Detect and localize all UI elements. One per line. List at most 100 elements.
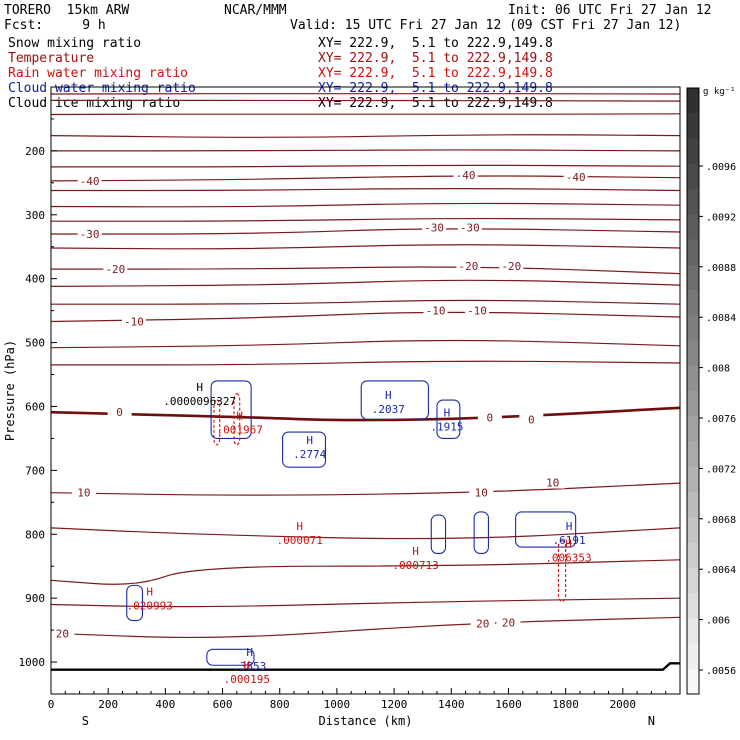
isotherm-21 [50, 597, 681, 608]
isotherm-20 [50, 559, 681, 585]
annotation-value-0: .0000096327 [163, 395, 236, 408]
isotherm-label-6: -20 [105, 263, 125, 276]
annotation-h-10: H [246, 646, 253, 659]
isotherm-3 [50, 134, 681, 138]
isotherm-label-bg-10 [423, 303, 448, 317]
x-tick-label-9: 1800 [552, 698, 579, 711]
isotherm-label-1: -40 [456, 169, 476, 182]
legend-cloud-water-name: Cloud water mixing ratio [8, 81, 196, 96]
isotherm-label-bg-13 [477, 410, 502, 424]
isotherm-18 [50, 482, 681, 496]
isotherm-5 [50, 164, 681, 168]
annotation-h-1: H [236, 410, 243, 423]
ground-line [51, 662, 680, 671]
colorbar-unit: g kg⁻¹ [703, 87, 736, 97]
temperature-contours [50, 92, 681, 671]
isotherm-13 [50, 279, 681, 287]
rain-contour-b [233, 393, 241, 446]
endpoint-left-label: S [82, 714, 89, 728]
isotherm-label-2: -40 [566, 171, 586, 184]
colorbar-band-8 [687, 290, 699, 316]
isotherm-label-bg-1 [453, 168, 478, 182]
colorbar-band-7 [687, 264, 699, 291]
annotation-value-11: .000195 [224, 673, 270, 686]
isotherm-label-bg-5 [457, 220, 482, 234]
colorbar-frame [686, 87, 700, 695]
legend-snow-name: Snow mixing ratio [8, 36, 142, 51]
isotherm-label-bg-7 [456, 258, 481, 272]
colorbar-tick-label-5: .0076 [706, 414, 736, 425]
colorbar-band-23 [687, 668, 699, 695]
y-tick-label-2: 400 [25, 273, 45, 286]
x-tick-label-5: 1000 [324, 698, 351, 711]
colorbar-band-19 [687, 567, 699, 594]
isotherm-10 [51, 228, 681, 235]
colorbar-tick-label-4: .008 [706, 364, 730, 375]
annotation-value-3: .2037 [372, 403, 405, 416]
cloud-contour-g [515, 511, 577, 548]
y-tick-label-0: 200 [25, 145, 45, 158]
x-tick-label-0: 0 [48, 698, 55, 711]
isotherm-label-17: 10 [546, 477, 559, 490]
colorbar: g kg⁻¹ .0096 .0092 .0088 .0084 .008 .0076 .0072… [686, 87, 736, 695]
isotherm-label-18: 20 [56, 627, 69, 640]
isotherm-label-9: -10 [124, 315, 144, 328]
legend-temperature-name: Temperature [8, 51, 95, 66]
isotherm-label-bg-9 [121, 314, 146, 328]
freezing-isotherm [50, 406, 681, 422]
isotherm-label-5: -30 [460, 222, 480, 235]
annotation-value-7: .6191 [553, 534, 586, 547]
colorbar-tick-label-2: .0088 [706, 263, 736, 274]
y-tick-label-6: 800 [25, 528, 45, 541]
cloud-contour-c [360, 380, 429, 420]
isotherm-label-bg-11 [465, 303, 490, 317]
legend-cloud-water-xy: XY= 222.9, 5.1 to 222.9,149.8 [318, 81, 553, 96]
isotherm-label-bg-14 [519, 412, 544, 426]
isotherm-label-bg-20 [496, 615, 521, 629]
axes: 0 200 400 600 800 1000 1200 1400 1600 1800 2000200… [3, 86, 681, 728]
x-tick-label-7: 1400 [438, 698, 465, 711]
cloud-contour-b [282, 431, 327, 468]
colorbar-band-2 [687, 138, 699, 165]
colorbar-band-13 [687, 416, 699, 442]
colorbar-tick-label-3: .0084 [706, 313, 736, 324]
y-axis-label: Pressure (hPa) [3, 340, 17, 441]
y-tick-label-8: 1000 [19, 656, 46, 669]
colorbar-band-3 [687, 163, 699, 190]
isotherm-label-15: 10 [77, 487, 90, 500]
isotherm-19 [50, 527, 681, 540]
isotherm-label-bg-16 [469, 485, 494, 499]
colorbar-band-9 [687, 315, 699, 341]
isotherm-label-bg-17 [540, 475, 565, 489]
colorbar-band-18 [687, 542, 699, 569]
colorbar-band-12 [687, 391, 699, 417]
colorbar-tick-label-8: .0064 [706, 565, 736, 576]
annotation-value-6: .000713 [392, 559, 438, 572]
colorbar-tick-label-9: .006 [706, 616, 730, 627]
header-model: TORERO 15km ARW [4, 3, 130, 18]
isotherm-label-3: -30 [80, 228, 100, 241]
isotherm-12 [51, 266, 681, 275]
colorbar-band-16 [687, 492, 699, 518]
annotation-h-8: H [565, 537, 572, 550]
x-tick-label-8: 1600 [495, 698, 522, 711]
y-tick-label-5: 700 [25, 464, 45, 477]
annotation-h-9: H [146, 585, 153, 598]
endpoint-right-label: N [648, 714, 655, 728]
contour-labels: -40 -40 -40 -30 -30 -30 -20 -20 -20 -10 -10 -10 0 0 0 1… [50, 168, 592, 686]
annotation-value-8: .006353 [545, 551, 591, 564]
isotherm-label-bg-19 [470, 616, 495, 630]
x-tick-label-10: 2000 [610, 698, 637, 711]
annotation-value-4: .1915 [430, 420, 463, 433]
y-tick-label-7: 900 [25, 592, 45, 605]
colorbar-band-20 [687, 593, 699, 619]
cloud-contour-h [126, 584, 144, 622]
annotation-value-9: .020993 [126, 599, 172, 612]
colorbar-tick-label-10: .0056 [706, 666, 736, 677]
x-tick-label-2: 400 [155, 698, 175, 711]
colorbar-band-22 [687, 643, 699, 670]
rain-contour-a [213, 399, 221, 446]
x-tick-label-3: 600 [213, 698, 233, 711]
colorbar-band-5 [687, 214, 699, 240]
